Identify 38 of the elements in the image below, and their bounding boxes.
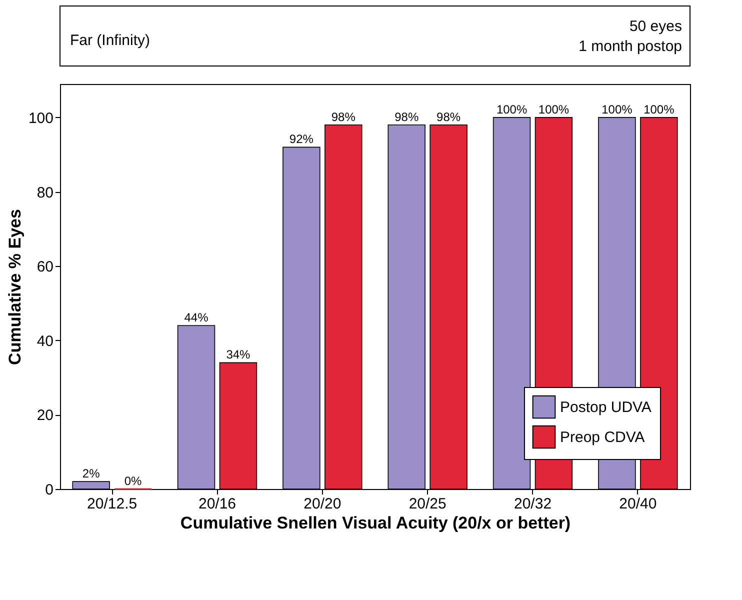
y-tick-label: 60 bbox=[36, 258, 54, 276]
data-label: 0% bbox=[124, 474, 142, 488]
chart-title: Far (Infinity) bbox=[70, 32, 150, 49]
data-label: 98% bbox=[331, 110, 356, 124]
y-axis-title: Cumulative % Eyes bbox=[5, 209, 24, 365]
y-tick-label: 40 bbox=[36, 332, 54, 350]
x-tick-label: 20/12.5 bbox=[87, 496, 138, 512]
text: 50 eyes bbox=[629, 18, 682, 35]
y-tick-label: 100 bbox=[28, 110, 54, 127]
x-axis-title: Cumulative Snellen Visual Acuity (20/x or better) bbox=[180, 514, 571, 532]
bar bbox=[430, 124, 468, 490]
legend-label: Preop CDVA bbox=[560, 429, 645, 446]
bar bbox=[324, 124, 362, 490]
y-tick-label: 20 bbox=[36, 407, 54, 424]
data-label: 98% bbox=[394, 110, 419, 124]
y-tick-label: 80 bbox=[36, 184, 54, 202]
bar bbox=[72, 481, 110, 490]
data-label: 34% bbox=[226, 348, 251, 362]
bar bbox=[219, 362, 258, 490]
bar bbox=[177, 325, 216, 490]
data-label: 100% bbox=[538, 102, 570, 116]
data-label: 44% bbox=[184, 310, 209, 325]
x-tick-label: 20/25 bbox=[408, 496, 446, 512]
x-tick-label: 20/32 bbox=[514, 496, 552, 512]
x-tick-label: 20/20 bbox=[304, 496, 342, 512]
y-tick-label: 0 bbox=[45, 482, 54, 498]
text: 1 month postop bbox=[578, 38, 682, 55]
data-label: 100% bbox=[602, 102, 633, 116]
data-label: 100% bbox=[496, 102, 528, 116]
data-label: 98% bbox=[436, 110, 461, 124]
x-tick-label: 20/40 bbox=[619, 496, 657, 512]
legend-label: Postop UDVA bbox=[560, 399, 652, 416]
bar bbox=[282, 146, 320, 490]
data-label: 92% bbox=[289, 132, 314, 146]
data-label: 100% bbox=[644, 102, 675, 116]
data-label: 2% bbox=[82, 466, 100, 481]
bar bbox=[388, 124, 426, 490]
x-tick-label: 20/16 bbox=[198, 496, 236, 512]
